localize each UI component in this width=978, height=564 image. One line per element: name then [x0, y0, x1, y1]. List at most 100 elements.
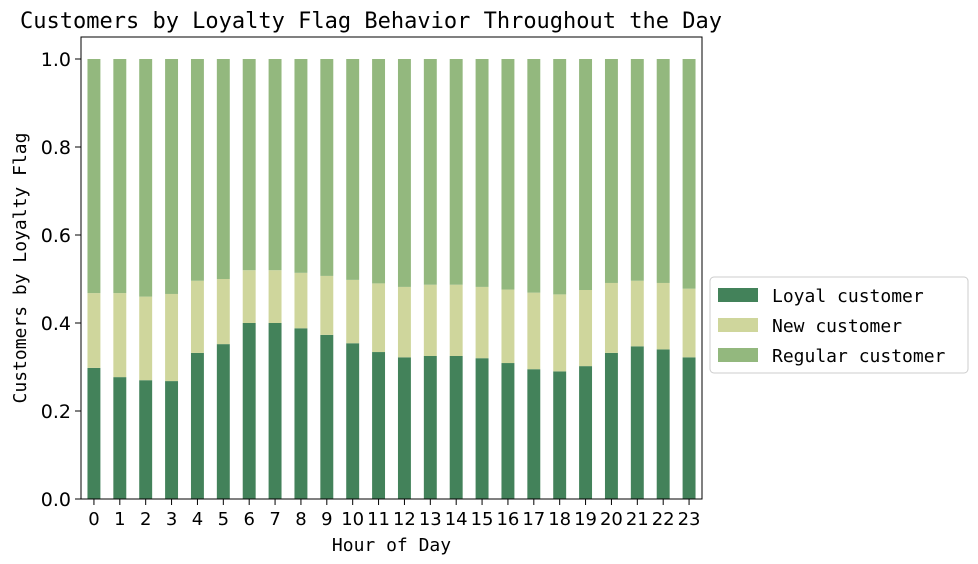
bar-new-customer-hour-13 — [423, 284, 437, 356]
bar-loyal-customer-hour-6 — [242, 323, 256, 499]
legend: Loyal customer New customer Regular custom… — [709, 276, 969, 374]
bar-new-customer-hour-16 — [501, 289, 515, 364]
legend-swatch — [718, 318, 758, 332]
bar-regular-customer-hour-0 — [87, 59, 101, 294]
plot-frame — [80, 36, 703, 500]
bar-regular-customer-hour-4 — [190, 59, 204, 281]
bar-loyal-customer-hour-7 — [268, 323, 282, 499]
bar-new-customer-hour-23 — [682, 288, 696, 358]
bar-loyal-customer-hour-3 — [165, 381, 179, 499]
bar-loyal-customer-hour-10 — [346, 343, 360, 499]
x-tick-label: 13 — [419, 509, 442, 530]
legend-swatch — [718, 348, 758, 362]
y-axis-label: Customers by Loyalty Flag — [10, 133, 31, 404]
bar-loyal-customer-hour-1 — [113, 377, 127, 499]
bar-loyal-customer-hour-14 — [449, 356, 463, 499]
bar-regular-customer-hour-23 — [682, 59, 696, 289]
x-tick-label: 20 — [600, 509, 623, 530]
bar-regular-customer-hour-14 — [449, 59, 463, 285]
legend-swatch — [718, 288, 758, 302]
chart-title: Customers by Loyalty Flag Behavior Throu… — [20, 9, 722, 34]
bar-new-customer-hour-2 — [139, 296, 153, 381]
y-tick-label: 0.8 — [41, 137, 71, 159]
bar-regular-customer-hour-18 — [553, 59, 567, 295]
bar-loyal-customer-hour-17 — [527, 369, 541, 499]
bar-new-customer-hour-21 — [630, 280, 644, 347]
bar-regular-customer-hour-7 — [268, 59, 282, 271]
y-tick-label: 0.6 — [41, 225, 71, 247]
bar-regular-customer-hour-19 — [579, 59, 593, 290]
bar-new-customer-hour-18 — [553, 294, 567, 372]
bar-regular-customer-hour-5 — [216, 59, 230, 279]
bar-loyal-customer-hour-18 — [553, 371, 567, 499]
bar-new-customer-hour-0 — [87, 293, 101, 368]
y-tick-label: 0.4 — [41, 313, 71, 335]
bar-loyal-customer-hour-23 — [682, 357, 696, 499]
bar-loyal-customer-hour-21 — [630, 346, 644, 499]
bar-loyal-customer-hour-19 — [579, 366, 593, 499]
bar-new-customer-hour-15 — [475, 286, 489, 359]
x-tick-label: 17 — [522, 509, 545, 530]
y-tick-label: 0.0 — [41, 489, 71, 511]
y-tick-label: 1.0 — [41, 49, 71, 71]
x-tick-label: 8 — [295, 509, 306, 530]
bar-regular-customer-hour-1 — [113, 59, 127, 294]
x-tick-label: 15 — [471, 509, 494, 530]
x-tick-label: 21 — [626, 509, 649, 530]
bar-regular-customer-hour-2 — [139, 59, 153, 297]
bar-loyal-customer-hour-15 — [475, 358, 489, 499]
x-axis: 0 1 2 3 4 5 6 7 8 9 10 11 12 13 14 15 16 17 18 19 20 21 22 23 — [88, 499, 701, 530]
x-tick-label: 18 — [548, 509, 571, 530]
bar-loyal-customer-hour-9 — [320, 334, 334, 499]
bars-group — [87, 59, 696, 499]
bar-new-customer-hour-8 — [294, 272, 308, 329]
bar-new-customer-hour-14 — [449, 284, 463, 356]
bar-loyal-customer-hour-2 — [139, 380, 153, 499]
bar-regular-customer-hour-11 — [372, 59, 386, 284]
x-tick-label: 0 — [88, 509, 99, 530]
bar-regular-customer-hour-21 — [630, 59, 644, 281]
bar-new-customer-hour-20 — [604, 282, 618, 353]
x-tick-label: 11 — [367, 509, 390, 530]
legend-label: New customer — [772, 316, 902, 337]
bar-regular-customer-hour-13 — [423, 59, 437, 285]
bar-new-customer-hour-9 — [320, 275, 334, 335]
bar-regular-customer-hour-10 — [346, 59, 360, 280]
bar-regular-customer-hour-22 — [656, 59, 670, 283]
bar-regular-customer-hour-20 — [604, 59, 618, 283]
bar-loyal-customer-hour-22 — [656, 349, 670, 499]
bar-new-customer-hour-7 — [268, 270, 282, 323]
bar-loyal-customer-hour-11 — [372, 352, 386, 499]
bar-new-customer-hour-3 — [165, 293, 179, 382]
bar-loyal-customer-hour-4 — [190, 352, 204, 499]
x-tick-label: 23 — [678, 509, 701, 530]
legend-label: Loyal customer — [772, 286, 924, 307]
bar-new-customer-hour-6 — [242, 270, 256, 323]
bar-regular-customer-hour-8 — [294, 59, 308, 273]
bar-regular-customer-hour-16 — [501, 59, 515, 290]
bar-new-customer-hour-17 — [527, 292, 541, 370]
x-tick-label: 5 — [218, 509, 229, 530]
x-axis-label: Hour of Day — [332, 535, 451, 556]
x-tick-label: 19 — [574, 509, 597, 530]
bar-new-customer-hour-5 — [216, 279, 230, 345]
x-tick-label: 16 — [496, 509, 519, 530]
x-tick-label: 12 — [393, 509, 416, 530]
bar-loyal-customer-hour-8 — [294, 328, 308, 499]
x-tick-label: 10 — [341, 509, 364, 530]
x-tick-label: 22 — [652, 509, 675, 530]
bar-loyal-customer-hour-13 — [423, 356, 437, 499]
legend-label: Regular customer — [772, 346, 946, 367]
bar-loyal-customer-hour-20 — [604, 352, 618, 499]
x-tick-label: 1 — [114, 509, 125, 530]
x-tick-label: 6 — [243, 509, 254, 530]
bar-regular-customer-hour-15 — [475, 59, 489, 287]
bar-new-customer-hour-1 — [113, 293, 127, 378]
bar-new-customer-hour-10 — [346, 279, 360, 344]
bar-regular-customer-hour-12 — [397, 59, 411, 287]
bar-regular-customer-hour-17 — [527, 59, 541, 293]
bar-regular-customer-hour-6 — [242, 59, 256, 271]
bar-loyal-customer-hour-0 — [87, 367, 101, 499]
bar-regular-customer-hour-9 — [320, 59, 334, 276]
x-tick-label: 2 — [140, 509, 151, 530]
